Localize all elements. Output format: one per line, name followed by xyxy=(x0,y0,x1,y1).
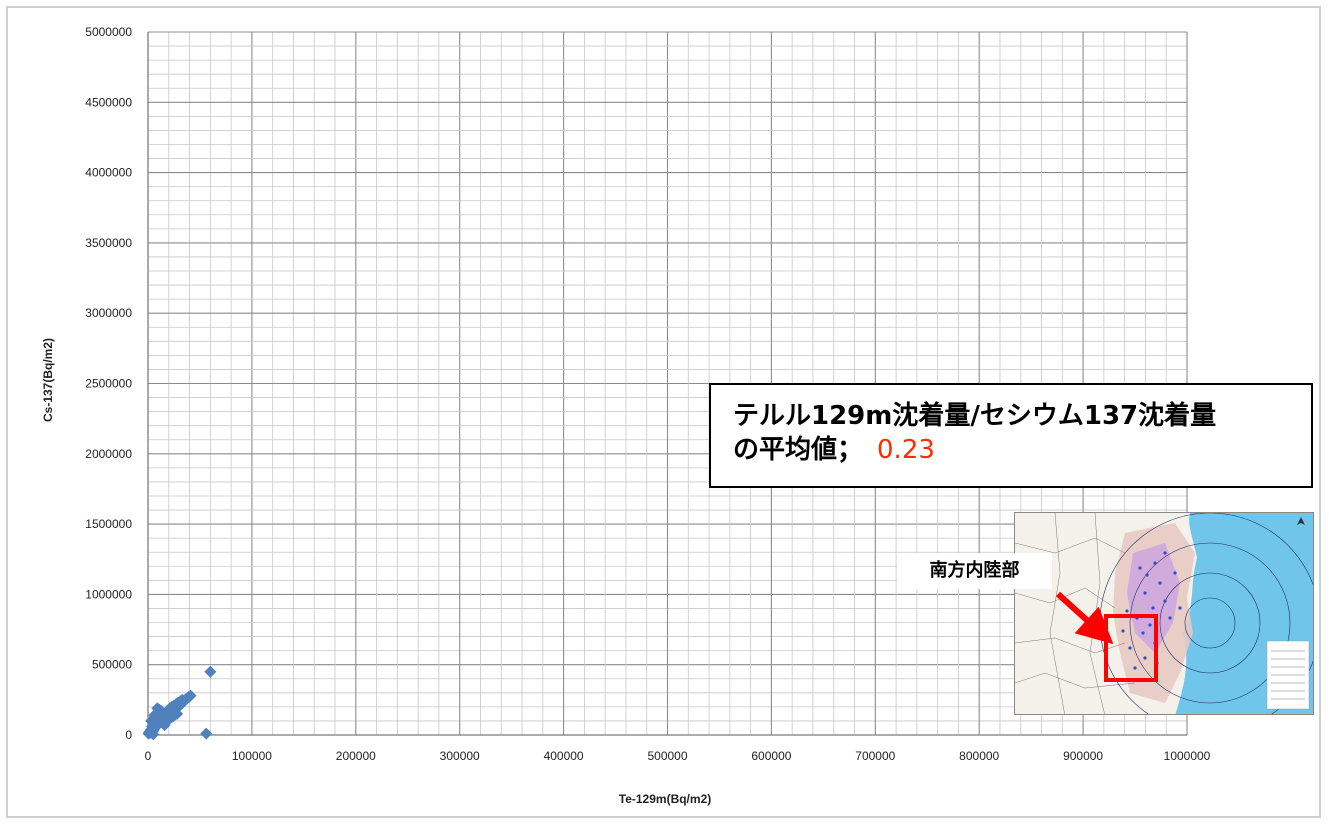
y-tick-label: 2500000 xyxy=(85,377,132,391)
callout-line-1: テルル129m沈着量/セシウム137沈着量 xyxy=(733,401,1217,431)
x-tick-label: 500000 xyxy=(647,749,687,763)
x-tick-label: 300000 xyxy=(440,749,480,763)
y-axis-label: Cs-137(Bq/m2) xyxy=(41,338,55,422)
y-tick-label: 500000 xyxy=(92,658,132,672)
y-tick-label: 1500000 xyxy=(85,517,132,531)
southern-inland-label: 南方内陸部 xyxy=(897,553,1052,589)
average-ratio-value: 0.23 xyxy=(877,435,935,465)
x-tick-label: 0 xyxy=(145,749,152,763)
x-tick-label: 700000 xyxy=(855,749,895,763)
x-tick-label: 600000 xyxy=(751,749,791,763)
data-point xyxy=(204,665,217,678)
average-ratio-callout: テルル129m沈着量/セシウム137沈着量 の平均値； 0.23 xyxy=(709,383,1313,488)
x-axis-label: Te-129m(Bq/m2) xyxy=(619,792,711,806)
y-tick-label: 3000000 xyxy=(85,306,132,320)
chart-axes xyxy=(147,32,1187,736)
high-deposition-zone xyxy=(1127,543,1180,653)
x-tick-label: 400000 xyxy=(544,749,584,763)
data-point xyxy=(184,689,197,702)
x-tick-label: 1000000 xyxy=(1164,749,1211,763)
map-graphic xyxy=(1015,513,1313,714)
x-tick-label: 800000 xyxy=(959,749,999,763)
y-tick-label: 2000000 xyxy=(85,447,132,461)
data-point xyxy=(200,727,213,740)
inset-map xyxy=(1014,512,1314,715)
north-arrow-icon xyxy=(1297,517,1305,525)
y-tick-label: 4500000 xyxy=(85,95,132,109)
map-legend-rows xyxy=(1271,650,1305,700)
data-points xyxy=(142,665,217,741)
y-tick-label: 0 xyxy=(125,728,132,742)
callout-average-label: の平均値； xyxy=(733,435,864,465)
y-tick-label: 3500000 xyxy=(85,236,132,250)
y-tick-label: 5000000 xyxy=(85,25,132,39)
x-tick-label: 900000 xyxy=(1063,749,1103,763)
callout-line-2: の平均値； 0.23 xyxy=(733,433,1311,467)
y-tick-label: 1000000 xyxy=(85,587,132,601)
y-tick-label: 4000000 xyxy=(85,166,132,180)
y-tick-labels: 0 500000 1000000 1500000 2000000 2500000 30000… xyxy=(85,25,132,742)
data-point xyxy=(171,707,184,720)
data-point xyxy=(151,702,164,715)
x-tick-label: 200000 xyxy=(336,749,376,763)
x-tick-label: 100000 xyxy=(232,749,272,763)
x-tick-labels: 0 100000 200000 300000 400000 500000 600000 700… xyxy=(145,749,1211,763)
southern-inland-highlight xyxy=(1104,614,1158,682)
